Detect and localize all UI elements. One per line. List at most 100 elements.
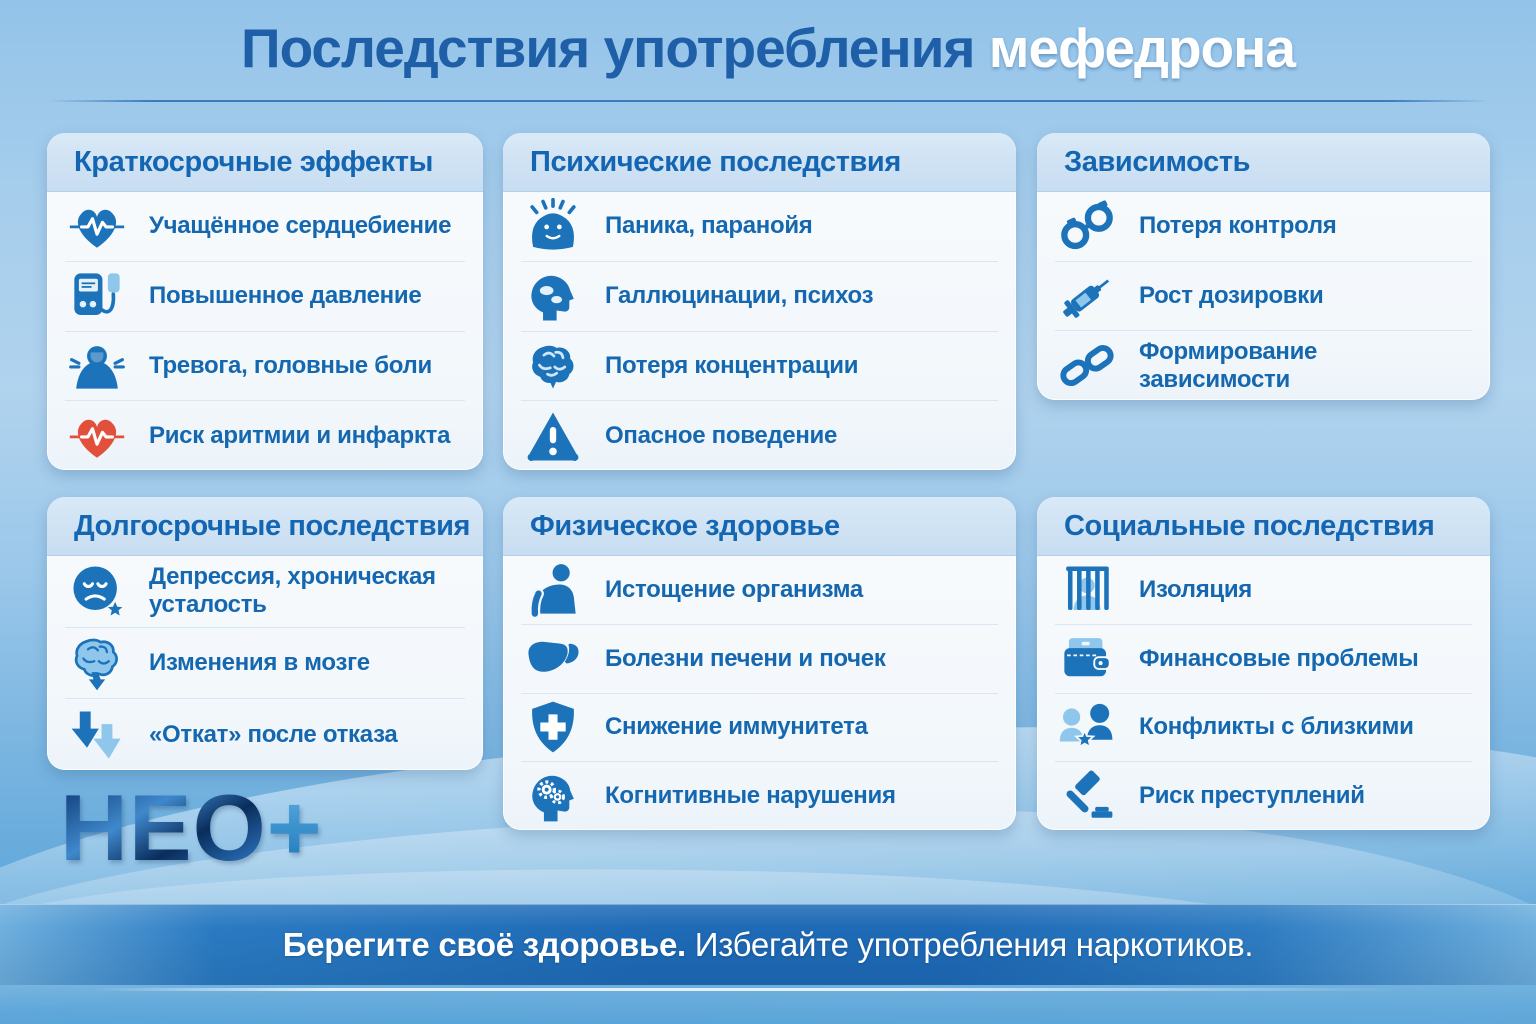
prison-bars-icon [1055, 559, 1119, 621]
item-label: Изоляция [1139, 575, 1253, 603]
list-item: Финансовые проблемы [1055, 623, 1472, 693]
card-addiction: Зависимость Потеря контроля Рост дозировки… [1037, 133, 1490, 400]
card-title: Психические последствия [530, 145, 901, 178]
list-item: Галлюцинации, психоз [521, 260, 998, 331]
list-item: Формирование зависимости [1055, 330, 1472, 400]
card-body: Потеря контроля Рост дозировки Формировани… [1037, 192, 1490, 400]
syringe-icon [1055, 265, 1119, 327]
item-label: Тревога, головные боли [149, 351, 432, 379]
chain-links-icon [1055, 335, 1119, 397]
heart-pulse-icon [65, 195, 129, 257]
item-label: Снижение иммунитета [605, 713, 868, 741]
card-title: Долгосрочные последствия [74, 509, 471, 542]
panic-figure-icon [521, 195, 585, 257]
item-label: Изменения в мозге [149, 649, 370, 676]
item-label: Истощение организма [605, 575, 863, 603]
item-label: Конфликты с близкими [1139, 713, 1414, 741]
card-title: Краткосрочные эффекты [74, 145, 433, 178]
item-label: Рост дозировки [1139, 282, 1324, 309]
double-down-arrow-icon [65, 704, 129, 766]
list-item: Риск аритмии и инфаркта [65, 400, 465, 470]
item-label: Паника, паранойя [605, 212, 813, 240]
item-label: Когнитивные нарушения [605, 782, 896, 810]
item-label: «Откат» после отказа [149, 720, 398, 748]
blood-pressure-monitor-icon [65, 265, 129, 327]
card-header: Зависимость [1037, 133, 1490, 192]
card-physical-health: Физическое здоровье Истощение организма Бо… [503, 497, 1016, 830]
list-item: Повышенное давление [65, 260, 465, 331]
list-item: Депрессия, хроническая усталость [65, 556, 465, 627]
head-gears-icon [521, 765, 585, 827]
list-item: Опасное поведение [521, 400, 998, 470]
card-title: Социальные последствия [1064, 509, 1435, 542]
list-item: Конфликты с близкими [1055, 692, 1472, 762]
shield-cross-icon [521, 696, 585, 758]
item-label: Формирование зависимости [1139, 337, 1318, 393]
card-header: Краткосрочные эффекты [47, 133, 483, 192]
banner-bold-text: Берегите своё здоровье. [282, 925, 687, 963]
card-header: Долгосрочные последствия [47, 497, 483, 556]
list-item: Изоляция [1055, 556, 1472, 624]
card-header: Психические последствия [503, 133, 1016, 192]
list-item: Снижение иммунитета [521, 692, 998, 762]
logo-text: НЕО [60, 775, 267, 880]
heart-attack-icon [65, 405, 129, 467]
item-label: Финансовые проблемы [1139, 644, 1419, 672]
list-item: Потеря контроля [1055, 192, 1472, 261]
list-item: Паника, паранойя [521, 192, 998, 261]
page-title-main: Последствия употребления [241, 17, 975, 79]
item-label: Повышенное давление [149, 282, 422, 310]
handcuffs-icon [1055, 195, 1119, 257]
item-label: Учащённое сердцебиение [149, 212, 452, 240]
list-item: Потеря концентрации [521, 330, 998, 401]
card-mental-consequences: Психические последствия Паника, паранойя Г… [503, 133, 1016, 470]
wallet-icon [1055, 628, 1119, 690]
list-item: Учащённое сердцебиение [65, 192, 465, 261]
card-title: Физическое здоровье [530, 509, 840, 542]
hallucination-head-icon [521, 265, 585, 327]
brain-icon [521, 335, 585, 397]
card-body: Изоляция Финансовые проблемы Конфликты с б… [1037, 556, 1490, 830]
item-label: Опасное поведение [605, 421, 838, 449]
page-title: Последствия употребления мефедрона [0, 16, 1536, 80]
logo-plus-sign: + [266, 775, 323, 880]
brain-change-icon [65, 632, 129, 694]
item-label: Потеря контроля [1139, 212, 1337, 240]
card-title: Зависимость [1064, 145, 1251, 178]
card-short-term-effects: Краткосрочные эффекты Учащённое сердцебие… [47, 133, 483, 470]
banner-normal-text: Избегайте употребления наркотиков. [694, 925, 1254, 963]
footer-banner: Берегите своё здоровье. Избегайте употре… [0, 904, 1536, 985]
list-item: Истощение организма [521, 556, 998, 624]
card-header: Физическое здоровье [503, 497, 1016, 556]
list-item: Риск преступлений [1055, 761, 1472, 830]
exhausted-person-icon [521, 559, 585, 621]
item-label: Депрессия, хроническая усталость [149, 563, 436, 619]
card-body: Паника, паранойя Галлюцинации, психоз Поте… [503, 192, 1016, 470]
card-long-term-consequences: Долгосрочные последствия Депрессия, хрони… [47, 497, 483, 770]
list-item: Рост дозировки [1055, 260, 1472, 331]
list-item: Тревога, головные боли [65, 330, 465, 401]
list-item: Болезни печени и почек [521, 623, 998, 693]
card-header: Социальные последствия [1037, 497, 1490, 556]
item-label: Риск преступлений [1139, 782, 1365, 810]
title-divider [48, 100, 1490, 102]
warning-triangle-icon [521, 405, 585, 467]
card-body: Истощение организма Болезни печени и поче… [503, 556, 1016, 830]
anxiety-headache-icon [65, 335, 129, 397]
sad-face-icon [65, 560, 129, 622]
banner-text: Берегите своё здоровье. Избегайте употре… [283, 926, 1254, 964]
item-label: Риск аритмии и инфаркта [149, 421, 451, 449]
gavel-icon [1055, 765, 1119, 827]
item-label: Потеря концентрации [605, 351, 859, 379]
card-social-consequences: Социальные последствия Изоляция Финансовые… [1037, 497, 1490, 830]
neo-plus-logo: НЕО+ [60, 780, 323, 880]
list-item: Когнитивные нарушения [521, 761, 998, 830]
card-body: Учащённое сердцебиение Повышенное давлени… [47, 192, 483, 470]
page-title-highlight: мефедрона [988, 17, 1296, 79]
card-body: Депрессия, хроническая усталость Изменени… [47, 556, 483, 770]
liver-icon [521, 628, 585, 690]
item-label: Болезни печени и почек [605, 644, 886, 672]
banner-underline-decoration [90, 988, 1406, 991]
list-item: «Откат» после отказа [65, 698, 465, 770]
